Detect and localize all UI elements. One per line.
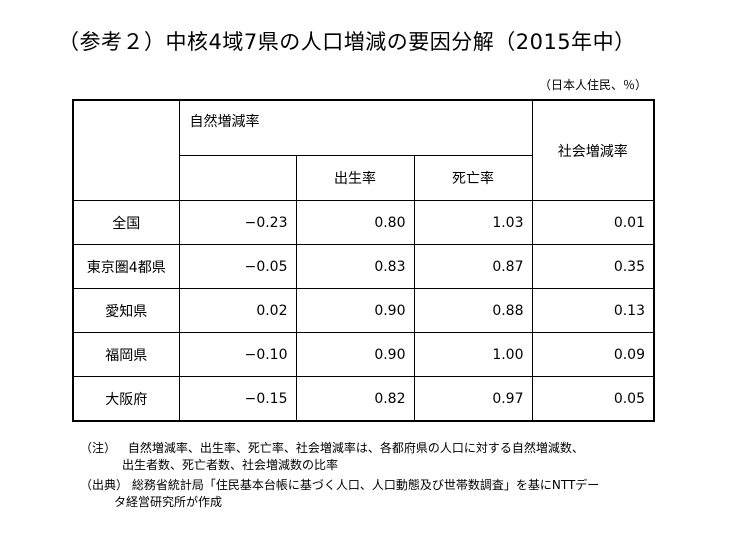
population-table: 自然増減率 社会増減率 出生率 死亡率 全国 −0.23 0.80 1.03 0.01 東… <box>72 99 655 422</box>
death-rate-value: 1.03 <box>413 200 533 245</box>
birth-rate-value: 0.90 <box>295 332 415 377</box>
birth-rate-value: 0.83 <box>295 244 415 289</box>
header-social-change: 社会増減率 <box>531 99 655 201</box>
row-label: 福岡県 <box>72 332 180 377</box>
death-rate-value: 0.97 <box>413 376 533 422</box>
social-change-value: 0.09 <box>531 332 655 377</box>
death-rate-value: 0.88 <box>413 288 533 333</box>
row-label: 東京圏4都県 <box>72 244 180 289</box>
notes: （注） 自然増減率、出生率、死亡率、社会増減率は、各都府県の人口に対する自然増減… <box>80 440 599 511</box>
social-change-value: 0.13 <box>531 288 655 333</box>
source-row: （出典） 総務省統計局「住民基本台帳に基づく人口、人口動態及び世帯数調査」を基に… <box>80 477 599 494</box>
social-change-value: 0.05 <box>531 376 655 422</box>
source-label: （出典） <box>80 478 129 492</box>
death-rate-value: 1.00 <box>413 332 533 377</box>
table-row: 愛知県 0.02 0.90 0.88 0.13 <box>72 288 655 333</box>
unit-label: （日本人住民、％） <box>538 78 647 92</box>
social-change-value: 0.01 <box>531 200 655 245</box>
header-natural-change: 自然増減率 <box>178 99 533 156</box>
table-row: 東京圏4都県 −0.05 0.83 0.87 0.35 <box>72 244 655 289</box>
birth-rate-value: 0.90 <box>295 288 415 333</box>
death-rate-value: 0.87 <box>413 244 533 289</box>
natural-change-value: −0.23 <box>178 200 297 245</box>
source-text-2: タ経営研究所が作成 <box>114 495 223 509</box>
row-label: 全国 <box>72 200 180 245</box>
page-title: （参考２）中核4域7県の人口増減の要因分解（2015年中） <box>58 30 636 54</box>
natural-change-value: 0.02 <box>178 288 297 333</box>
social-change-value: 0.35 <box>531 244 655 289</box>
note-label: （注） <box>80 441 117 455</box>
note-text-2: 出生者数、死亡者数、社会増減数の比率 <box>122 458 339 472</box>
table-row: 大阪府 −0.15 0.82 0.97 0.05 <box>72 376 655 422</box>
birth-rate-value: 0.82 <box>295 376 415 422</box>
natural-change-value: −0.05 <box>178 244 297 289</box>
header-subgroup-blank <box>178 155 297 201</box>
birth-rate-value: 0.80 <box>295 200 415 245</box>
note-row: （注） 自然増減率、出生率、死亡率、社会増減率は、各都府県の人口に対する自然増減… <box>80 440 599 457</box>
table-row: 全国 −0.23 0.80 1.03 0.01 <box>72 200 655 245</box>
source-text-1: 総務省統計局「住民基本台帳に基づく人口、人口動態及び世帯数調査」を基にNTTデー <box>131 478 600 492</box>
table-header-row-1: 自然増減率 社会増減率 <box>72 99 655 201</box>
natural-change-value: −0.15 <box>178 376 297 422</box>
header-empty-cell <box>72 99 180 201</box>
row-label: 愛知県 <box>72 288 180 333</box>
natural-change-value: −0.10 <box>178 332 297 377</box>
note-text-1: 自然増減率、出生率、死亡率、社会増減率は、各都府県の人口に対する自然増減数、 <box>127 441 584 455</box>
row-label: 大阪府 <box>72 376 180 422</box>
header-death-rate: 死亡率 <box>413 155 533 201</box>
table-row: 福岡県 −0.10 0.90 1.00 0.09 <box>72 332 655 377</box>
header-birth-rate: 出生率 <box>295 155 415 201</box>
